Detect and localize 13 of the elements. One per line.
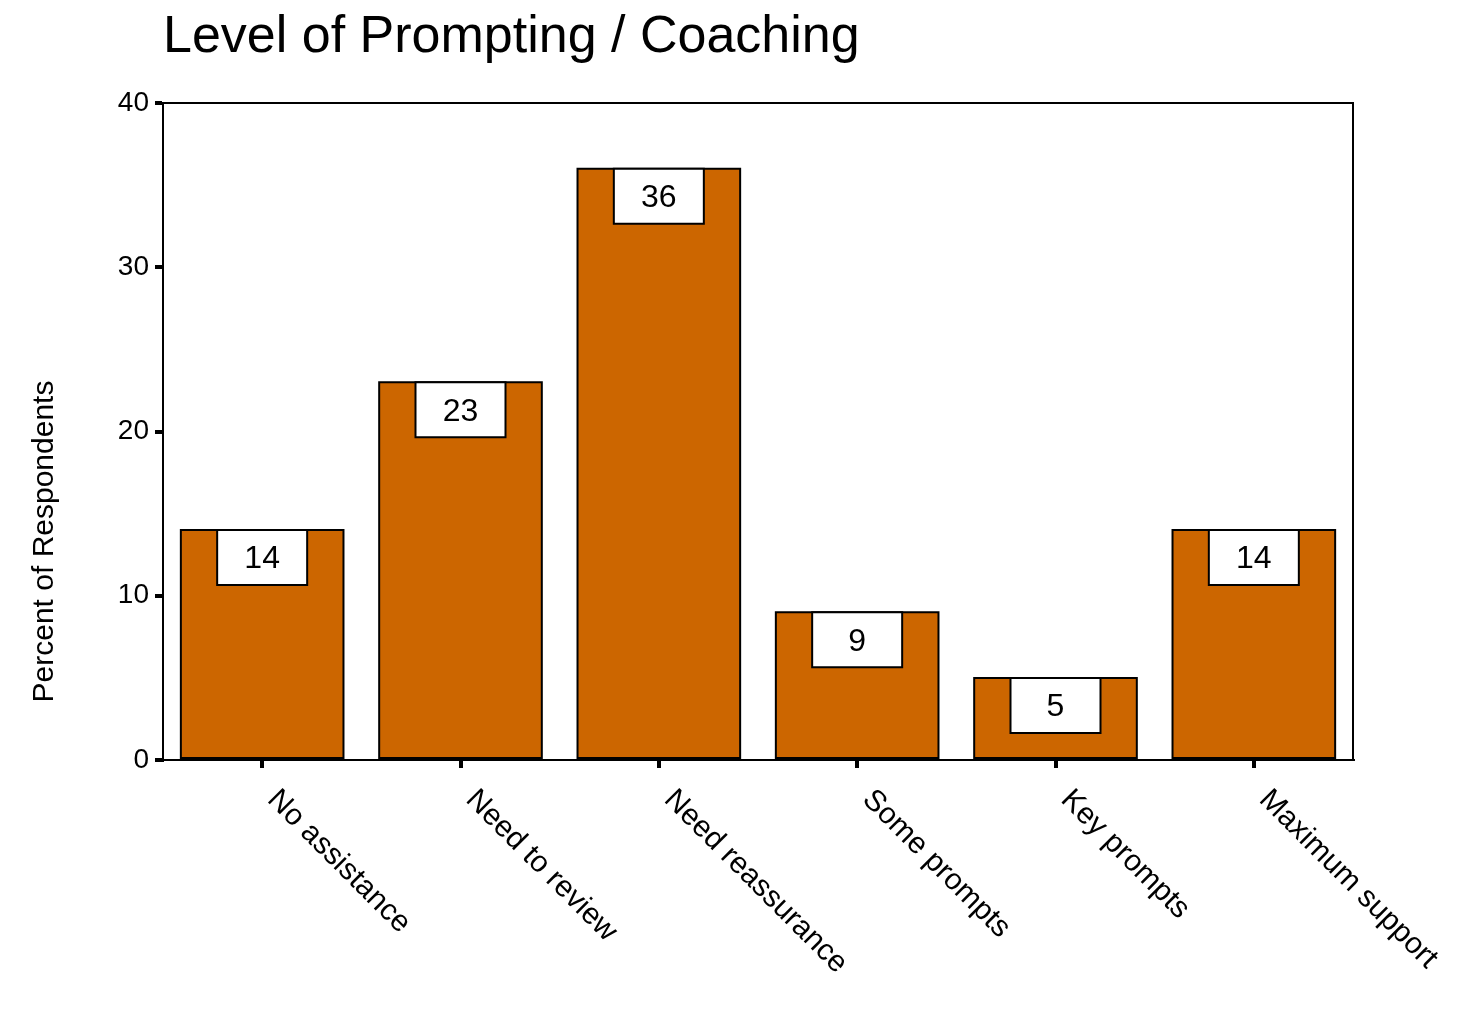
data-label: 23 [442,391,479,428]
chart-title: Level of Prompting / Coaching [163,5,860,63]
data-label: 9 [848,621,867,658]
data-label: 36 [641,178,677,215]
data-label: 5 [1046,687,1065,724]
data-label: 14 [1236,539,1272,576]
y-tick-label: 30 [117,249,149,281]
y-tick-label: 0 [133,742,149,774]
y-tick-label: 40 [117,85,149,117]
data-label: 14 [244,539,280,576]
y-tick-label: 10 [117,578,149,610]
y-tick-label: 20 [117,414,149,446]
y-axis-title: Percent of Respondents [26,380,60,703]
